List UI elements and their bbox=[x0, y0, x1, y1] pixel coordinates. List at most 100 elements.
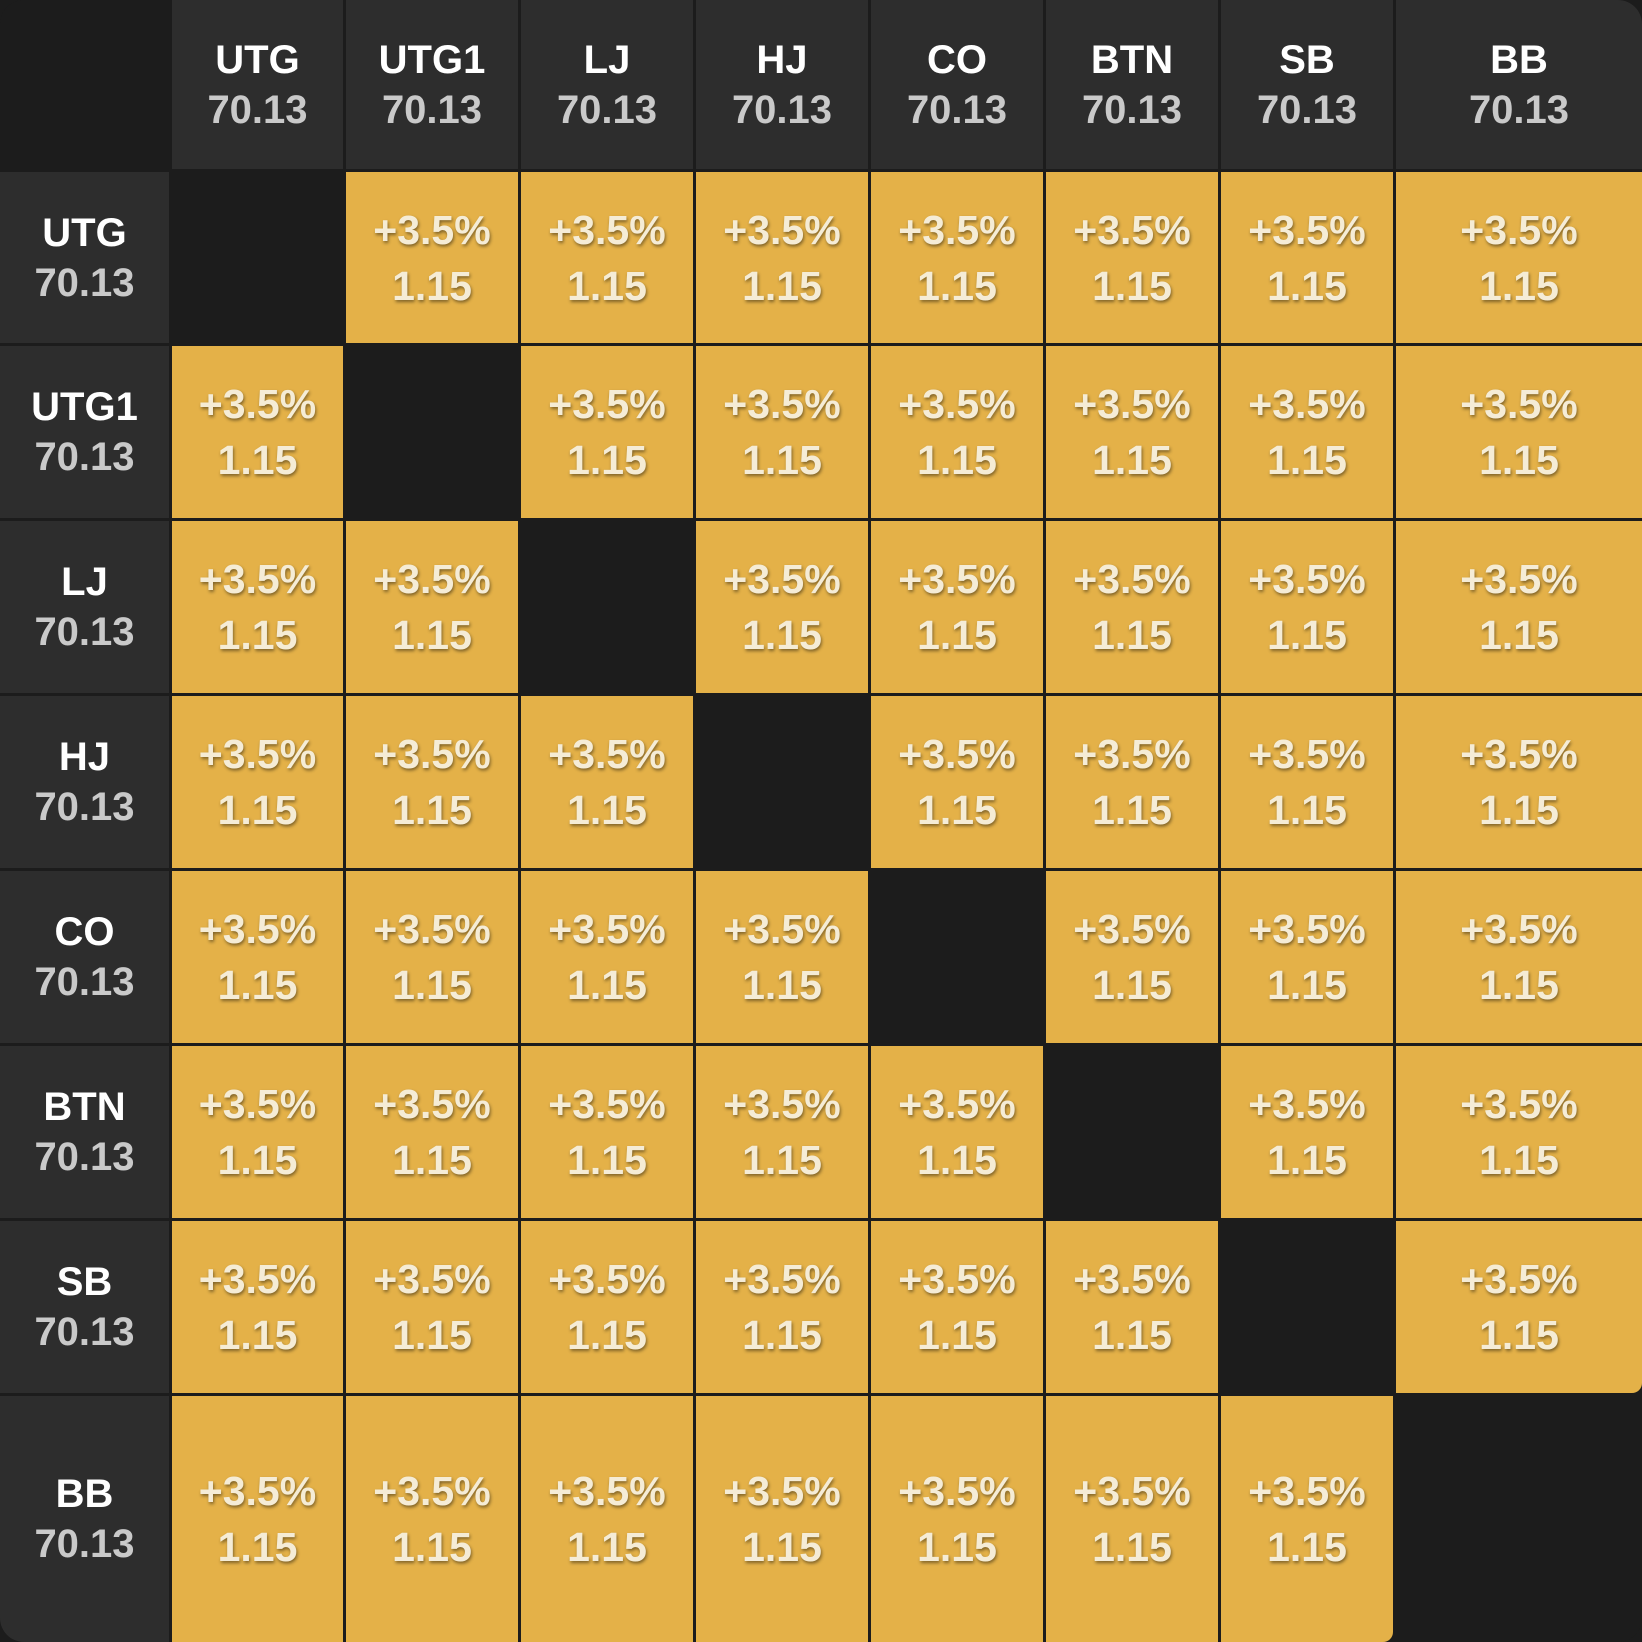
column-header-position: UTG1 bbox=[378, 37, 486, 82]
matrix-cell-utg-bb[interactable]: +3.5% 1.15 bbox=[1396, 172, 1642, 343]
matrix-cell-co-utg[interactable]: +3.5% 1.15 bbox=[172, 871, 343, 1043]
row-header-value: 70.13 bbox=[34, 260, 135, 305]
cell-percent-change: +3.5% bbox=[723, 206, 841, 253]
matrix-cell-btn-lj[interactable]: +3.5% 1.15 bbox=[521, 1046, 693, 1218]
matrix-cell-sb-hj[interactable]: +3.5% 1.15 bbox=[696, 1221, 868, 1393]
cell-percent-change: +3.5% bbox=[1460, 1081, 1578, 1127]
matrix-cell-utg1-bb[interactable]: +3.5% 1.15 bbox=[1396, 346, 1642, 518]
matrix-cell-hj-utg1[interactable]: +3.5% 1.15 bbox=[346, 696, 518, 868]
cell-value: 1.15 bbox=[917, 437, 997, 483]
matrix-cell-lj-hj[interactable]: +3.5% 1.15 bbox=[696, 521, 868, 693]
matrix-cell-lj-bb[interactable]: +3.5% 1.15 bbox=[1396, 521, 1642, 693]
cell-percent-change: +3.5% bbox=[373, 906, 491, 952]
matrix-cell-btn-sb[interactable]: +3.5% 1.15 bbox=[1221, 1046, 1393, 1218]
matrix-cell-lj-utg[interactable]: +3.5% 1.15 bbox=[172, 521, 343, 693]
matrix-cell-utg1-hj[interactable]: +3.5% 1.15 bbox=[696, 346, 868, 518]
matrix-cell-utg1-sb[interactable]: +3.5% 1.15 bbox=[1221, 346, 1393, 518]
matrix-cell-lj-co[interactable]: +3.5% 1.15 bbox=[871, 521, 1043, 693]
cell-value: 1.15 bbox=[742, 1312, 822, 1358]
matrix-cell-hj-utg[interactable]: +3.5% 1.15 bbox=[172, 696, 343, 868]
matrix-cell-bb-sb[interactable]: +3.5% 1.15 bbox=[1221, 1396, 1393, 1642]
cell-value: 1.15 bbox=[1267, 262, 1347, 309]
cell-value: 1.15 bbox=[1267, 962, 1347, 1008]
cell-value: 1.15 bbox=[1479, 962, 1559, 1008]
cell-percent-change: +3.5% bbox=[1248, 1468, 1366, 1514]
cell-percent-change: +3.5% bbox=[723, 381, 841, 427]
column-header-position: SB bbox=[1279, 37, 1335, 82]
column-header-position: LJ bbox=[583, 37, 631, 82]
matrix-cell-btn-utg1[interactable]: +3.5% 1.15 bbox=[346, 1046, 518, 1218]
matrix-cell-bb-hj[interactable]: +3.5% 1.15 bbox=[696, 1396, 868, 1642]
matrix-cell-co-hj[interactable]: +3.5% 1.15 bbox=[696, 871, 868, 1043]
cell-value: 1.15 bbox=[217, 437, 298, 483]
matrix-cell-co-utg1[interactable]: +3.5% 1.15 bbox=[346, 871, 518, 1043]
column-header-position: BB bbox=[1490, 37, 1548, 82]
cell-percent-change: +3.5% bbox=[198, 1468, 317, 1514]
matrix-cell-utg1-lj[interactable]: +3.5% 1.15 bbox=[521, 346, 693, 518]
column-header-btn: BTN 70.13 bbox=[1046, 0, 1218, 169]
matrix-cell-sb-co[interactable]: +3.5% 1.15 bbox=[871, 1221, 1043, 1393]
cell-percent-change: +3.5% bbox=[898, 1081, 1016, 1127]
matrix-cell-bb-btn[interactable]: +3.5% 1.15 bbox=[1046, 1396, 1218, 1642]
cell-percent-change: +3.5% bbox=[1248, 206, 1366, 253]
cell-value: 1.15 bbox=[1092, 787, 1172, 833]
matrix-cell-utg-hj[interactable]: +3.5% 1.15 bbox=[696, 172, 868, 343]
matrix-cell-bb-lj[interactable]: +3.5% 1.15 bbox=[521, 1396, 693, 1642]
matrix-cell-hj-sb[interactable]: +3.5% 1.15 bbox=[1221, 696, 1393, 868]
cell-percent-change: +3.5% bbox=[1073, 556, 1191, 602]
matrix-cell-hj-btn[interactable]: +3.5% 1.15 bbox=[1046, 696, 1218, 868]
column-header-value: 70.13 bbox=[1468, 87, 1570, 132]
matrix-cell-utg-utg1[interactable]: +3.5% 1.15 bbox=[346, 172, 518, 343]
matrix-cell-co-bb[interactable]: +3.5% 1.15 bbox=[1396, 871, 1642, 1043]
matrix-cell-co-btn[interactable]: +3.5% 1.15 bbox=[1046, 871, 1218, 1043]
matrix-cell-bb-utg1[interactable]: +3.5% 1.15 bbox=[346, 1396, 518, 1642]
matrix-cell-utg1-utg[interactable]: +3.5% 1.15 bbox=[172, 346, 343, 518]
cell-value: 1.15 bbox=[567, 787, 647, 833]
matrix-cell-utg-lj[interactable]: +3.5% 1.15 bbox=[521, 172, 693, 343]
matrix-cell-hj-co[interactable]: +3.5% 1.15 bbox=[871, 696, 1043, 868]
matrix-cell-bb-utg[interactable]: +3.5% 1.15 bbox=[172, 1396, 343, 1642]
column-header-hj: HJ 70.13 bbox=[696, 0, 868, 169]
matrix-cell-co-lj[interactable]: +3.5% 1.15 bbox=[521, 871, 693, 1043]
matrix-cell-btn-co[interactable]: +3.5% 1.15 bbox=[871, 1046, 1043, 1218]
cell-percent-change: +3.5% bbox=[1460, 556, 1578, 602]
cell-value: 1.15 bbox=[1092, 1524, 1172, 1570]
row-header-position: HJ bbox=[58, 735, 111, 779]
matrix-cell-btn-hj[interactable]: +3.5% 1.15 bbox=[696, 1046, 868, 1218]
matrix-cell-sb-utg1[interactable]: +3.5% 1.15 bbox=[346, 1221, 518, 1393]
matrix-cell-hj-bb[interactable]: +3.5% 1.15 bbox=[1396, 696, 1642, 868]
matrix-cell-sb-utg[interactable]: +3.5% 1.15 bbox=[172, 1221, 343, 1393]
cell-value: 1.15 bbox=[1267, 1524, 1347, 1570]
matrix-cell-lj-utg1[interactable]: +3.5% 1.15 bbox=[346, 521, 518, 693]
matrix-cell-utg-sb[interactable]: +3.5% 1.15 bbox=[1221, 172, 1393, 343]
matrix-cell-bb-co[interactable]: +3.5% 1.15 bbox=[871, 1396, 1043, 1642]
matrix-cell-sb-lj[interactable]: +3.5% 1.15 bbox=[521, 1221, 693, 1393]
cell-percent-change: +3.5% bbox=[1460, 206, 1578, 253]
matrix-cell-co-sb[interactable]: +3.5% 1.15 bbox=[1221, 871, 1393, 1043]
matrix-cell-utg1-co[interactable]: +3.5% 1.15 bbox=[871, 346, 1043, 518]
cell-percent-change: +3.5% bbox=[1073, 206, 1191, 253]
matrix-cell-btn-bb[interactable]: +3.5% 1.15 bbox=[1396, 1046, 1642, 1218]
cell-percent-change: +3.5% bbox=[898, 1468, 1016, 1514]
matrix-cell-utg-btn[interactable]: +3.5% 1.15 bbox=[1046, 172, 1218, 343]
matrix-cell-sb-bb[interactable]: +3.5% 1.15 bbox=[1396, 1221, 1642, 1393]
column-header-value: 70.13 bbox=[1081, 87, 1183, 132]
matrix-cell-utg-co[interactable]: +3.5% 1.15 bbox=[871, 172, 1043, 343]
matrix-cell-lj-sb[interactable]: +3.5% 1.15 bbox=[1221, 521, 1393, 693]
matrix-cell-sb-btn[interactable]: +3.5% 1.15 bbox=[1046, 1221, 1218, 1393]
cell-percent-change: +3.5% bbox=[723, 1256, 841, 1302]
cell-percent-change: +3.5% bbox=[723, 1468, 841, 1514]
cell-value: 1.15 bbox=[917, 787, 997, 833]
cell-value: 1.15 bbox=[1092, 262, 1172, 309]
matrix-cell-utg1-btn[interactable]: +3.5% 1.15 bbox=[1046, 346, 1218, 518]
column-header-value: 70.13 bbox=[556, 87, 658, 132]
cell-percent-change: +3.5% bbox=[1460, 381, 1578, 427]
cell-value: 1.15 bbox=[217, 1137, 298, 1183]
matrix-cell-hj-lj[interactable]: +3.5% 1.15 bbox=[521, 696, 693, 868]
cell-percent-change: +3.5% bbox=[198, 731, 317, 777]
matrix-cell-lj-btn[interactable]: +3.5% 1.15 bbox=[1046, 521, 1218, 693]
column-header-value: 70.13 bbox=[906, 87, 1008, 132]
matrix-cell-btn-utg[interactable]: +3.5% 1.15 bbox=[172, 1046, 343, 1218]
diagonal-cell-sb bbox=[1221, 1221, 1393, 1393]
